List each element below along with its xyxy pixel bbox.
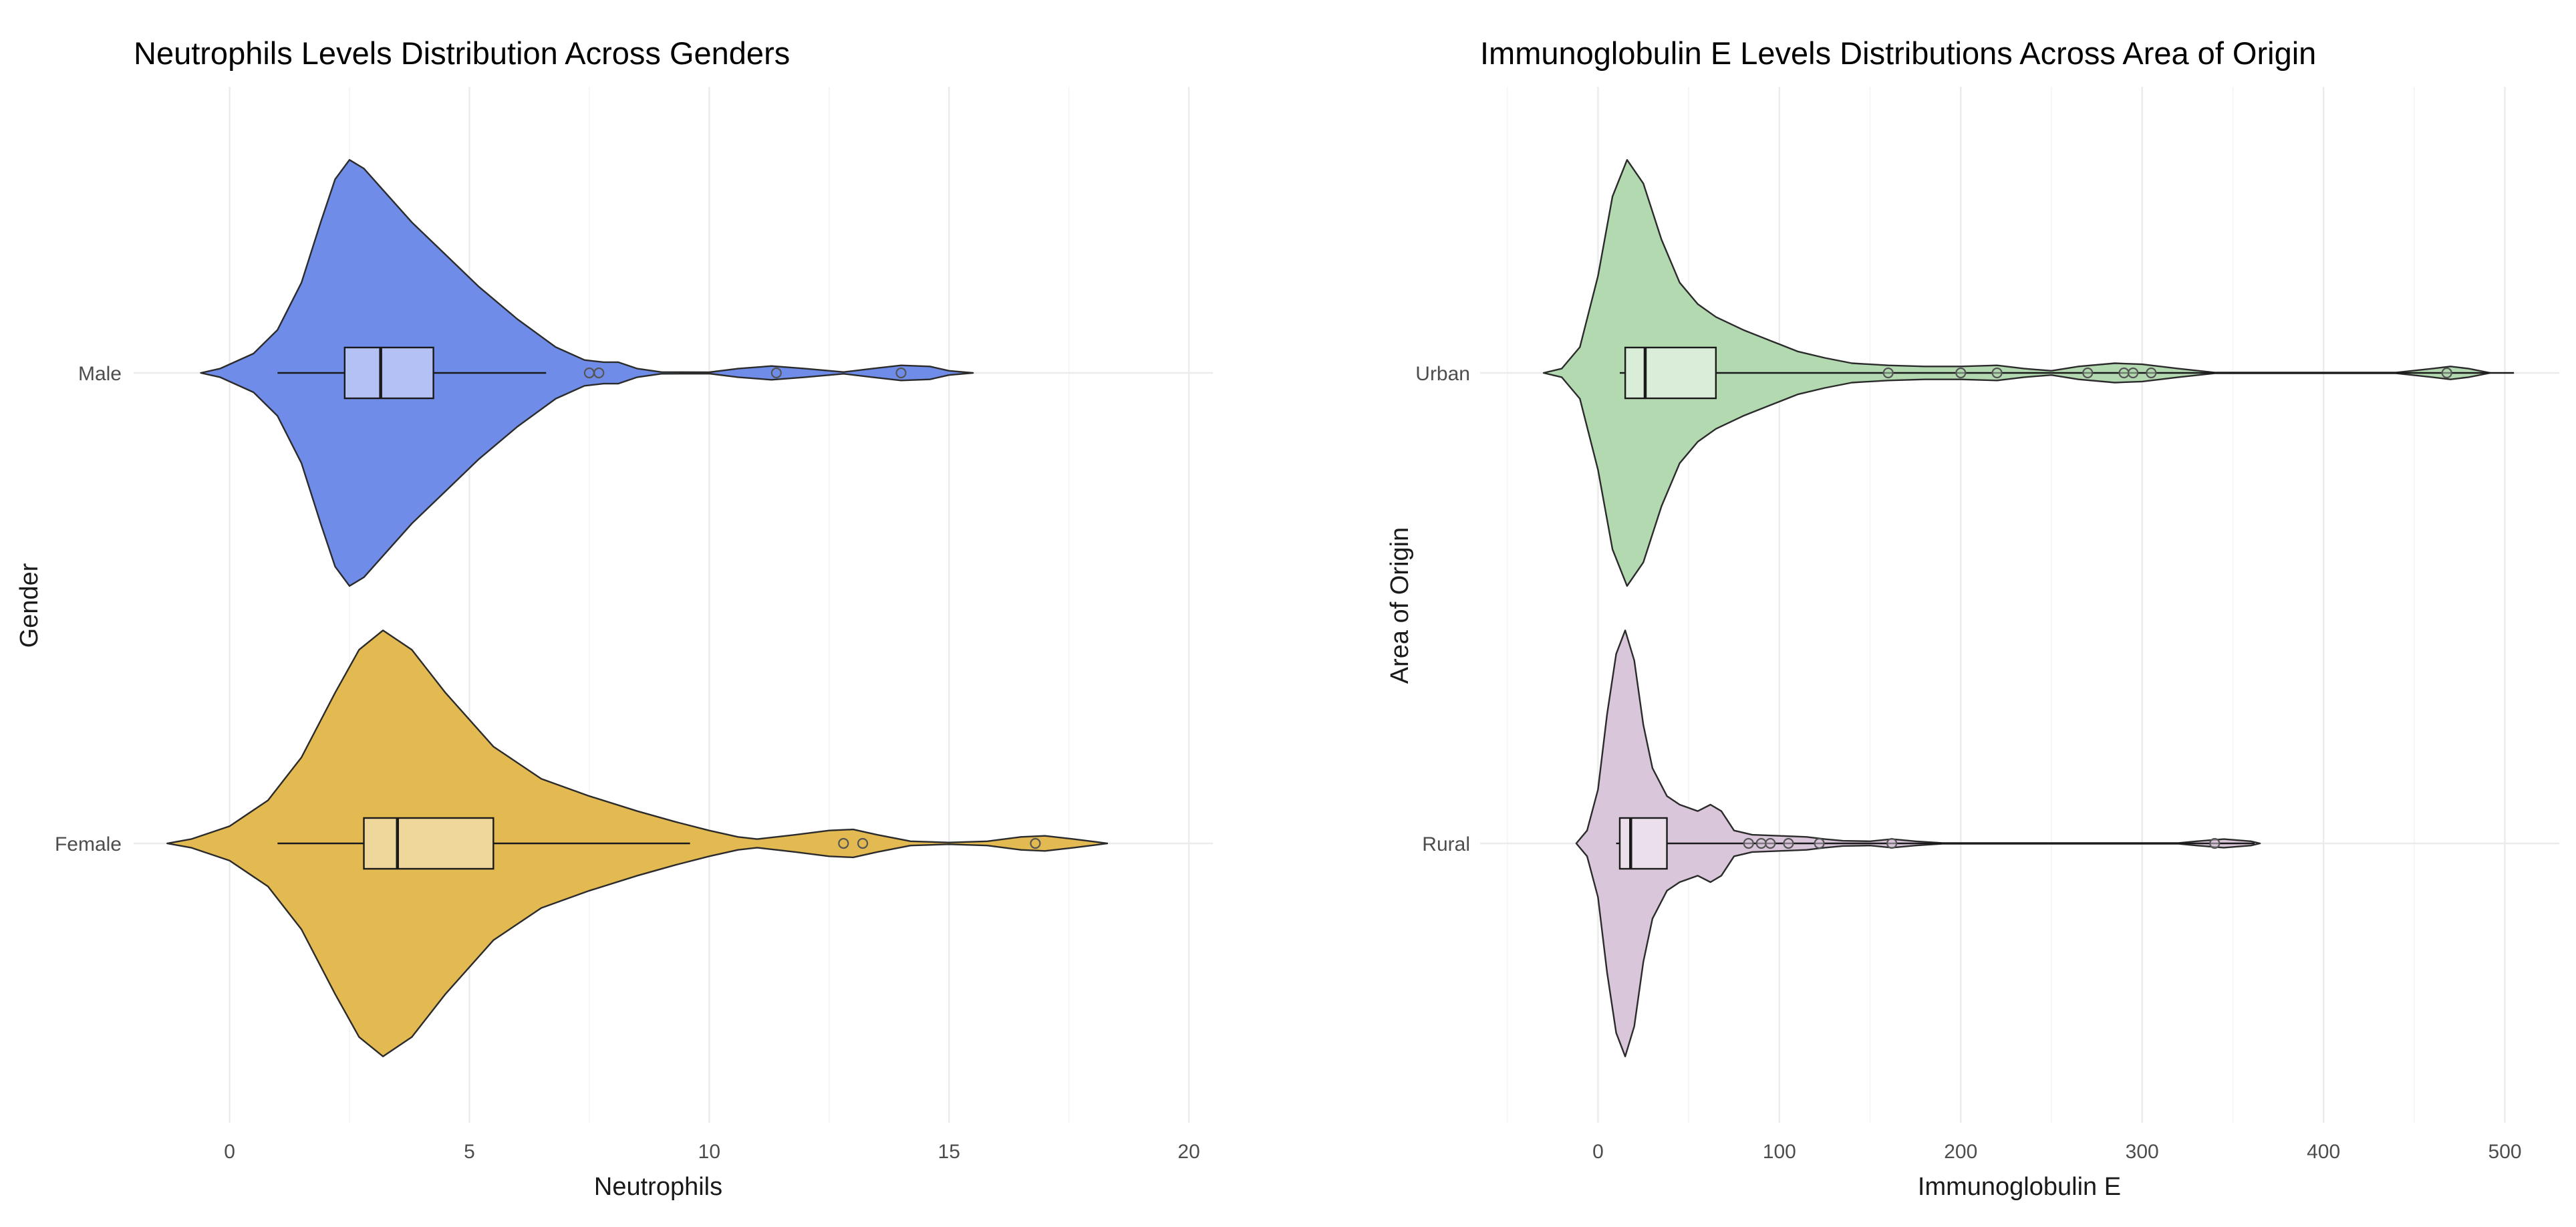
immunoglobulin-x-tick-label-3: 300 — [2126, 1141, 2159, 1163]
immunoglobulin-x-tick-label-4: 400 — [2307, 1141, 2340, 1163]
immunoglobulin-outlier-urban-3 — [2082, 367, 2094, 379]
immunoglobulin-outlier-urban-4 — [2118, 367, 2130, 379]
immunoglobulin-outlier-rural-6 — [2209, 837, 2221, 849]
neutrophils-x-tick-label-4: 20 — [1177, 1141, 1199, 1163]
neutrophils-box-female — [363, 817, 494, 870]
neutrophils-x-tick-label-3: 15 — [938, 1141, 960, 1163]
immunoglobulin-outlier-rural-2 — [1765, 837, 1776, 849]
immunoglobulin-y-tick-label-rural: Rural — [1422, 833, 1470, 855]
immunoglobulin-box-urban — [1624, 346, 1717, 400]
immunoglobulin-outlier-rural-4 — [1814, 837, 1825, 849]
immunoglobulin-outlier-rural-1 — [1755, 837, 1767, 849]
immunoglobulin-x-tick-label-0: 0 — [1592, 1141, 1604, 1163]
immunoglobulin-x-tick-label-5: 500 — [2488, 1141, 2522, 1163]
immunoglobulin-y-tick-label-urban: Urban — [1415, 363, 1470, 385]
neutrophils-y-tick-label-male: Male — [78, 363, 122, 385]
immunoglobulin-outlier-urban-7 — [2441, 367, 2452, 379]
immunoglobulin-x-axis-title: Immunoglobulin E — [1918, 1173, 2121, 1201]
immunoglobulin-chart-title: Immunoglobulin E Levels Distributions Ac… — [1480, 35, 2316, 71]
neutrophils-outlier-male-1 — [593, 367, 605, 379]
immunoglobulin-outlier-rural-0 — [1743, 837, 1754, 849]
immunoglobulin-x-tick-label-2: 200 — [1944, 1141, 1977, 1163]
neutrophils-outlier-female-1 — [857, 837, 869, 849]
neutrophils-x-tick-label-2: 10 — [698, 1141, 720, 1163]
immunoglobulin-outlier-urban-6 — [2146, 367, 2157, 379]
neutrophils-violins — [166, 159, 1109, 1057]
immunoglobulin-y-ticks: Urban Rural — [1415, 363, 1470, 855]
neutrophils-x-ticks: 0 5 10 15 20 — [224, 1141, 1200, 1163]
immunoglobulin-x-tick-label-1: 100 — [1763, 1141, 1796, 1163]
neutrophils-outlier-female-0 — [838, 837, 849, 849]
neutrophils-outlier-male-2 — [770, 367, 782, 379]
neutrophils-x-tick-label-1: 5 — [464, 1141, 475, 1163]
neutrophils-y-tick-label-female: Female — [55, 833, 122, 855]
neutrophils-box-male — [343, 346, 434, 400]
immunoglobulin-y-axis-title: Area of Origin — [1386, 527, 1414, 684]
immunoglobulin-box-rural — [1618, 817, 1668, 870]
immunoglobulin-x-ticks: 0 100 200 300 400 500 — [1592, 1141, 2522, 1163]
neutrophils-chart-title: Neutrophils Levels Distribution Across G… — [134, 35, 790, 71]
neutrophils-outlier-male-0 — [583, 367, 595, 379]
immunoglobulin-violins — [1542, 159, 2515, 1057]
immunoglobulin-outlier-rural-5 — [1886, 837, 1898, 849]
neutrophils-y-ticks: Male Female — [55, 363, 122, 855]
neutrophils-panel: Male Female 0 5 10 15 20 Neutrophils Levels D… — [15, 35, 1213, 1201]
immunoglobulin-outlier-rural-3 — [1783, 837, 1794, 849]
neutrophils-x-axis-title: Neutrophils — [594, 1173, 722, 1201]
immunoglobulin-outlier-urban-1 — [1955, 367, 1967, 379]
immunoglobulin-outlier-urban-5 — [2128, 367, 2139, 379]
neutrophils-outlier-female-2 — [1030, 837, 1041, 849]
neutrophils-x-tick-label-0: 0 — [224, 1141, 235, 1163]
neutrophils-y-axis-title: Gender — [15, 563, 43, 648]
immunoglobulin-panel: Urban Rural 0 100 200 300 400 500 Immunoglobul… — [1386, 35, 2559, 1201]
neutrophils-outlier-male-3 — [895, 367, 907, 379]
immunoglobulin-outlier-urban-0 — [1882, 367, 1894, 379]
immunoglobulin-outlier-urban-2 — [1991, 367, 2003, 379]
